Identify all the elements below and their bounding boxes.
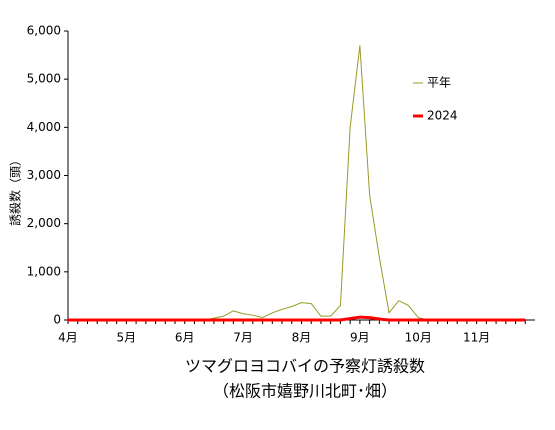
- y-tick-label: 6,000: [27, 24, 61, 38]
- x-tick-label: 6月: [175, 331, 195, 345]
- y-axis-label: 誘殺数（頭）: [8, 154, 23, 226]
- series-line: [68, 315, 526, 322]
- x-tick-label: 8月: [292, 331, 312, 345]
- x-tick-label: 9月: [350, 331, 370, 345]
- y-tick-label: 0: [53, 313, 61, 327]
- x-tick-label: 11月: [463, 331, 490, 345]
- x-tick-label: 7月: [233, 331, 253, 345]
- x-tick-label: 10月: [405, 331, 432, 345]
- y-tick-label: 4,000: [27, 120, 61, 134]
- x-tick-label: 5月: [117, 331, 137, 345]
- y-tick-label: 3,000: [27, 168, 61, 182]
- y-tick-label: 1,000: [27, 264, 61, 278]
- y-tick-label: 5,000: [27, 72, 61, 86]
- legend-label: 平年: [427, 76, 451, 90]
- x-tick-label: 4月: [58, 331, 78, 345]
- y-tick-label: 2,000: [27, 216, 61, 230]
- chart-title: ツマグロヨコバイの予察灯誘殺数: [185, 357, 425, 376]
- chart-subtitle: （松阪市嬉野川北町･畑）: [213, 382, 397, 401]
- legend-label: 2024: [427, 109, 458, 123]
- series-line: [68, 45, 526, 321]
